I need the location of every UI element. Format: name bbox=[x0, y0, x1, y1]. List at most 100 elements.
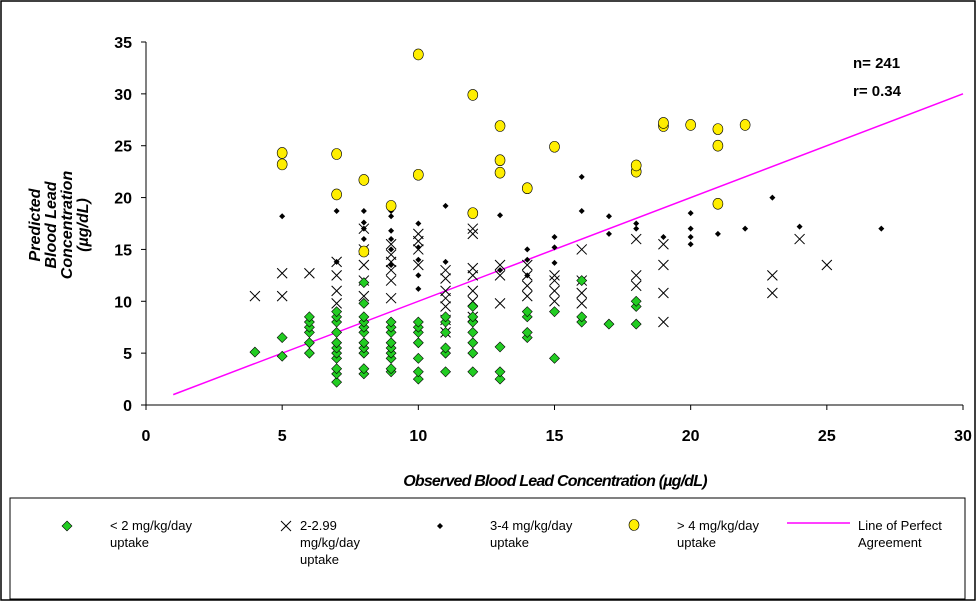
data-point-2-2.99 bbox=[249, 290, 261, 302]
data-point-2-2.99 bbox=[521, 280, 533, 292]
data-point-under-2 bbox=[467, 301, 479, 312]
data-point-under-2 bbox=[549, 352, 560, 364]
data-point-2-2.99 bbox=[467, 228, 479, 240]
data-point-3-4 bbox=[360, 236, 367, 243]
data-point-under-2 bbox=[358, 311, 370, 323]
data-point-3-4 bbox=[633, 220, 640, 227]
data-point-3-4 bbox=[578, 208, 585, 215]
data-point-under-2 bbox=[358, 277, 370, 289]
data-point-under-2 bbox=[385, 337, 397, 349]
data-point-2-2.99 bbox=[576, 298, 588, 309]
data-point-under-2 bbox=[440, 326, 451, 338]
data-point-2-2.99 bbox=[440, 301, 451, 312]
data-point-over-4 bbox=[358, 174, 370, 186]
legend-item-1-line-2: uptake bbox=[110, 535, 149, 550]
data-point-under-2 bbox=[467, 366, 479, 378]
data-point-over-4 bbox=[494, 120, 506, 132]
data-point-3-4 bbox=[524, 246, 531, 253]
data-point-2-2.99 bbox=[630, 280, 642, 292]
legend-marker-diamond-black bbox=[437, 523, 443, 529]
data-point-3-4 bbox=[360, 208, 367, 215]
legend-item-2-line-3: uptake bbox=[300, 552, 339, 567]
data-point-2-2.99 bbox=[549, 295, 560, 307]
data-point-3-4 bbox=[388, 227, 395, 234]
data-point-over-4 bbox=[276, 158, 288, 171]
data-point-3-4 bbox=[878, 225, 885, 232]
y-tick-label: 20 bbox=[114, 191, 132, 208]
data-point-2-2.99 bbox=[358, 290, 370, 302]
y-axis-title-line-3: Concentration bbox=[59, 171, 76, 280]
data-point-3-4 bbox=[524, 272, 531, 279]
data-point-3-4 bbox=[687, 225, 694, 232]
perfect-agreement-line bbox=[172, 93, 964, 396]
y-tick-label: 35 bbox=[114, 35, 132, 52]
x-tick-label: 10 bbox=[409, 428, 427, 445]
data-point-3-4 bbox=[714, 230, 721, 237]
y-tick-label: 0 bbox=[123, 398, 132, 415]
data-point-under-2 bbox=[630, 318, 642, 330]
data-point-under-2 bbox=[358, 363, 370, 375]
x-tick-label: 15 bbox=[546, 428, 564, 445]
data-point-under-2 bbox=[576, 275, 588, 286]
data-point-2-2.99 bbox=[276, 290, 288, 302]
data-point-2-2.99 bbox=[521, 259, 533, 271]
data-point-under-2 bbox=[467, 337, 479, 349]
data-point-over-4 bbox=[331, 188, 342, 201]
data-point-under-2 bbox=[249, 346, 261, 358]
data-point-2-2.99 bbox=[385, 292, 397, 304]
data-point-under-2 bbox=[385, 316, 397, 328]
x-tick-label: 25 bbox=[818, 428, 836, 445]
data-point-2-2.99 bbox=[358, 259, 370, 271]
data-point-under-2 bbox=[549, 306, 560, 318]
data-point-under-2 bbox=[331, 363, 343, 375]
data-point-2-2.99 bbox=[467, 262, 479, 274]
data-point-3-4 bbox=[605, 213, 612, 220]
data-point-under-2 bbox=[331, 376, 343, 388]
x-tick-label: 0 bbox=[142, 428, 151, 445]
data-point-over-4 bbox=[658, 117, 669, 129]
legend-marker-diamond-green bbox=[61, 520, 73, 532]
data-point-under-2 bbox=[412, 337, 424, 349]
legend-box bbox=[9, 497, 966, 600]
data-point-over-4 bbox=[712, 139, 724, 152]
data-point-3-4 bbox=[578, 173, 585, 180]
data-point-2-2.99 bbox=[440, 264, 451, 276]
y-axis-title-line-1: Predicted bbox=[27, 187, 44, 261]
data-point-2-2.99 bbox=[494, 259, 506, 271]
data-point-2-2.99 bbox=[494, 298, 506, 309]
data-point-under-2 bbox=[630, 295, 642, 307]
data-point-2-2.99 bbox=[385, 238, 397, 250]
data-point-under-2 bbox=[276, 332, 288, 344]
data-point-3-4 bbox=[388, 236, 395, 243]
data-point-over-4 bbox=[685, 119, 696, 131]
data-point-2-2.99 bbox=[331, 270, 342, 281]
data-point-over-4 bbox=[467, 89, 479, 101]
data-point-under-2 bbox=[331, 306, 343, 318]
data-point-under-2 bbox=[521, 326, 533, 338]
data-point-under-2 bbox=[440, 366, 451, 378]
data-point-over-4 bbox=[385, 200, 397, 212]
data-point-3-4 bbox=[442, 258, 449, 265]
data-point-2-2.99 bbox=[549, 275, 560, 286]
data-point-3-4 bbox=[551, 233, 558, 240]
data-point-2-2.99 bbox=[440, 273, 451, 284]
data-point-2-2.99 bbox=[658, 238, 669, 250]
data-point-over-4 bbox=[413, 48, 424, 61]
y-tick-label: 10 bbox=[114, 294, 132, 311]
data-point-3-4 bbox=[279, 213, 286, 220]
data-point-under-2 bbox=[412, 373, 424, 385]
data-point-2-2.99 bbox=[658, 259, 669, 271]
data-point-2-2.99 bbox=[767, 270, 778, 281]
data-point-under-2 bbox=[494, 341, 506, 353]
x-axis-title: Observed Blood Lead Concentration (µg/dL… bbox=[403, 473, 707, 490]
data-point-3-4 bbox=[660, 233, 667, 240]
data-point-3-4 bbox=[388, 246, 395, 253]
data-point-over-4 bbox=[549, 140, 560, 153]
data-point-under-2 bbox=[467, 326, 479, 338]
data-point-under-2 bbox=[385, 363, 397, 375]
data-point-3-4 bbox=[524, 256, 531, 263]
legend-item-4-line-2: uptake bbox=[677, 535, 716, 550]
data-point-over-4 bbox=[712, 123, 724, 135]
